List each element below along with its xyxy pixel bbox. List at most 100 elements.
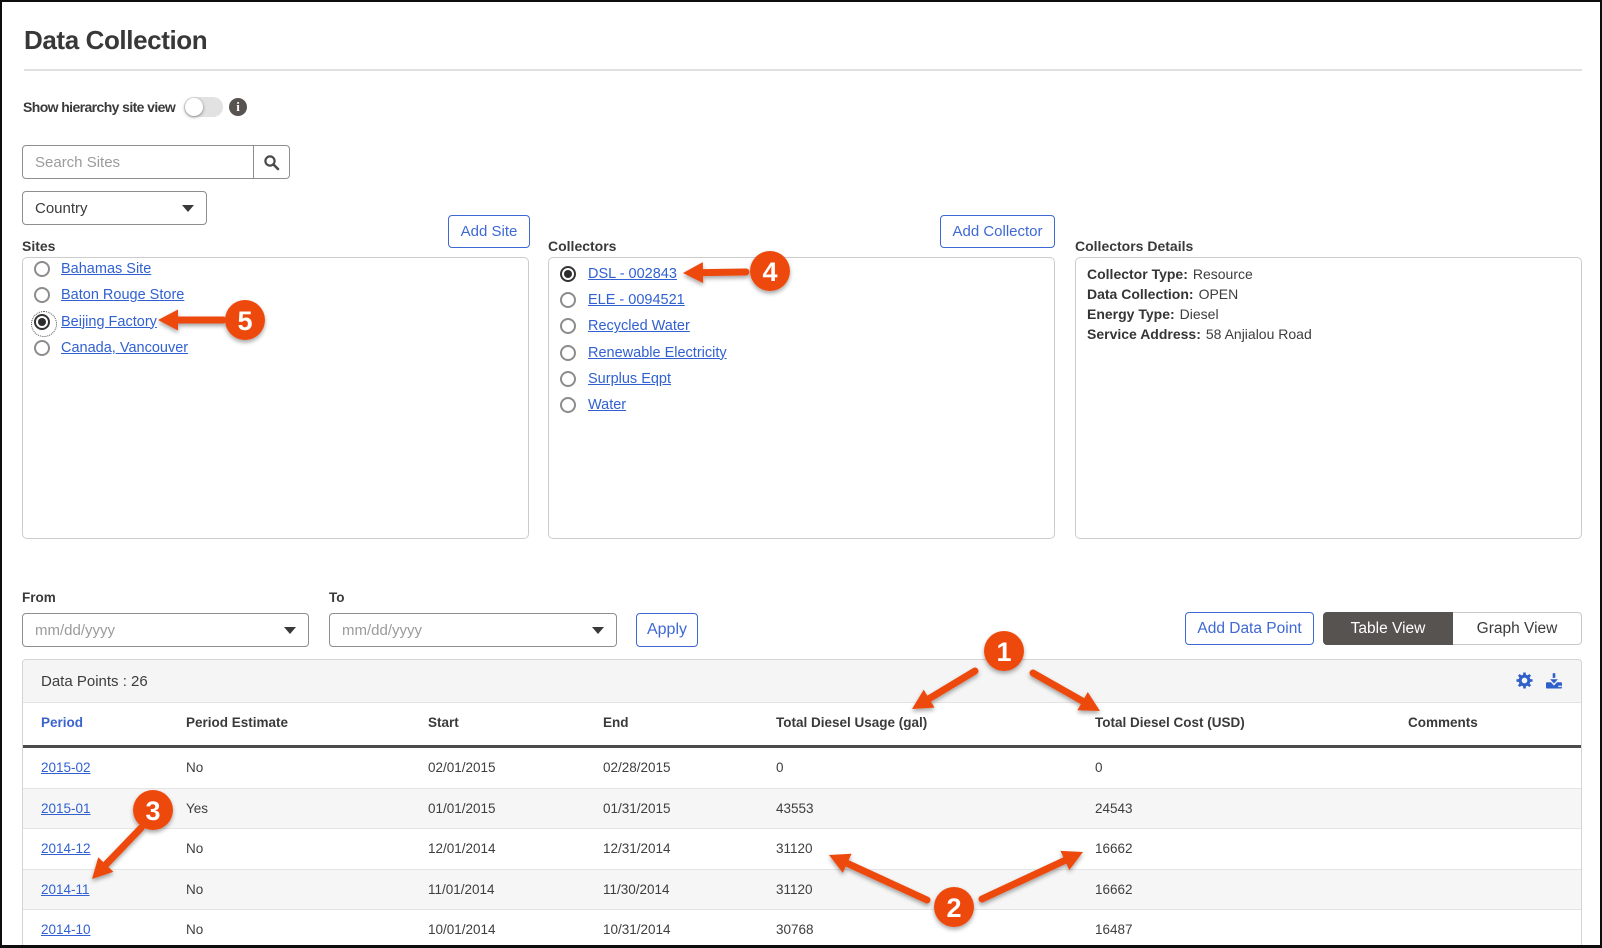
- info-icon[interactable]: i: [229, 98, 247, 116]
- data-points-count: Data Points : 26: [41, 673, 148, 690]
- cell-cost: 16662: [1095, 841, 1133, 857]
- list-item: Baton Rouge Store: [23, 282, 528, 308]
- chevron-down-icon: [284, 626, 296, 634]
- period-link[interactable]: 2014-10: [41, 922, 91, 938]
- from-label: From: [22, 590, 56, 605]
- table-row: 2014-10 No 10/01/2014 10/31/2014 30768 16487: [23, 910, 1581, 945]
- radio-button[interactable]: [34, 261, 50, 277]
- cell-start: 02/01/2015: [428, 760, 496, 775]
- download-icon[interactable]: [1545, 672, 1563, 689]
- cell-end: 11/30/2014: [603, 881, 670, 897]
- cell-usage: 30768: [776, 922, 814, 938]
- list-item: DSL - 002843: [549, 261, 1054, 287]
- list-item: Bahamas Site: [23, 256, 528, 282]
- item-link[interactable]: ELE - 0094521: [588, 292, 685, 309]
- period-link[interactable]: 2015-01: [41, 800, 91, 816]
- list-item: Water: [549, 392, 1054, 418]
- to-date-input[interactable]: mm/dd/yyyy: [329, 613, 617, 647]
- table-view-button[interactable]: Table View: [1323, 612, 1453, 645]
- add-site-button[interactable]: Add Site: [448, 215, 530, 248]
- chevron-down-icon: [182, 204, 194, 212]
- table-header-row: Period Period Estimate Start End Total D…: [23, 703, 1581, 748]
- detail-service-address: Service Address: 58 Anjialou Road: [1087, 326, 1312, 342]
- detail-field-value: Resource: [1192, 266, 1253, 282]
- hierarchy-toggle-label: Show hierarchy site view: [23, 99, 176, 115]
- cell-period: 2015-01: [41, 789, 91, 829]
- cell-usage: 31120: [776, 881, 813, 897]
- table-actions: [1516, 672, 1563, 689]
- cell-usage: 0: [776, 760, 784, 775]
- search-button[interactable]: [254, 145, 290, 179]
- period-link[interactable]: 2014-12: [41, 841, 91, 857]
- radio-button[interactable]: [560, 397, 576, 413]
- item-link[interactable]: DSL - 002843: [588, 266, 677, 282]
- cell-estimate: No: [186, 881, 204, 897]
- page-title: Data Collection: [24, 25, 208, 55]
- cell-usage: 31120: [776, 841, 813, 857]
- column-header-end: End: [603, 715, 629, 730]
- item-link[interactable]: Surplus Eqpt: [588, 370, 672, 387]
- item-link[interactable]: Bahamas Site: [61, 261, 152, 277]
- item-link[interactable]: Baton Rouge Store: [61, 287, 185, 304]
- item-link[interactable]: Water: [588, 397, 627, 413]
- detail-field-value: Diesel: [1179, 306, 1219, 322]
- item-link[interactable]: Renewable Electricity: [588, 344, 727, 361]
- cell-period: 2014-10: [41, 910, 91, 945]
- detail-field-name: Service Address:: [1087, 326, 1201, 342]
- detail-field-name: Data Collection:: [1087, 286, 1194, 302]
- chevron-down-icon: [592, 626, 604, 634]
- cell-estimate: No: [186, 922, 204, 938]
- cell-cost: 16662: [1095, 881, 1133, 897]
- cell-end: 02/28/2015: [603, 760, 671, 775]
- cell-period: 2014-11: [41, 870, 90, 910]
- from-date-input[interactable]: mm/dd/yyyy: [22, 613, 309, 647]
- search-sites-input[interactable]: [22, 145, 254, 179]
- cell-cost: 0: [1095, 760, 1103, 775]
- detail-field-value: 58 Anjialou Road: [1205, 326, 1312, 342]
- radio-button[interactable]: [560, 344, 576, 361]
- cell-start: 11/01/2014: [428, 881, 495, 897]
- add-data-point-button[interactable]: Add Data Point: [1185, 612, 1314, 645]
- item-link[interactable]: Canada, Vancouver: [61, 339, 189, 356]
- radio-button[interactable]: [560, 370, 576, 387]
- collectors-panel: DSL - 002843 ELE - 0094521 Recycled Water R…: [548, 257, 1055, 539]
- radio-button[interactable]: [34, 339, 50, 356]
- radio-button[interactable]: [560, 318, 576, 335]
- radio-button[interactable]: [34, 287, 50, 304]
- to-date-placeholder: mm/dd/yyyy: [342, 621, 423, 639]
- collectors-details-panel: Collector Type: Resource Data Collection:…: [1075, 257, 1582, 539]
- column-header-comments: Comments: [1408, 715, 1478, 730]
- list-item: Beijing Factory: [23, 309, 528, 337]
- cell-end: 12/31/2014: [603, 841, 671, 857]
- title-divider: [24, 69, 1582, 71]
- search-sites-group: [22, 145, 290, 179]
- radio-button[interactable]: [31, 310, 57, 337]
- cell-end: 01/31/2015: [603, 800, 671, 816]
- period-link[interactable]: 2015-02: [41, 760, 91, 775]
- table-row: 2015-02 No 02/01/2015 02/28/2015 0 0: [23, 748, 1581, 789]
- detail-field-name: Energy Type:: [1087, 306, 1175, 322]
- from-date-placeholder: mm/dd/yyyy: [35, 621, 116, 639]
- hierarchy-toggle[interactable]: [184, 97, 223, 117]
- data-points-bar: Data Points : 26: [23, 660, 1581, 703]
- apply-button[interactable]: Apply: [636, 613, 698, 647]
- radio-button[interactable]: [560, 266, 576, 282]
- cell-start: 10/01/2014: [428, 922, 496, 938]
- radio-button[interactable]: [560, 292, 576, 309]
- item-link[interactable]: Recycled Water: [588, 318, 690, 335]
- cell-usage: 43553: [776, 800, 814, 816]
- toggle-knob: [185, 98, 203, 116]
- cell-period: 2015-02: [41, 748, 91, 788]
- sites-panel: Bahamas Site Baton Rouge Store Beijing Fac…: [22, 257, 529, 539]
- to-label: To: [329, 590, 345, 605]
- graph-view-button[interactable]: Graph View: [1453, 612, 1582, 645]
- gear-icon[interactable]: [1516, 672, 1533, 689]
- column-header-period[interactable]: Period: [41, 715, 84, 730]
- add-collector-button[interactable]: Add Collector: [940, 215, 1055, 248]
- column-header-cost: Total Diesel Cost (USD): [1095, 715, 1245, 730]
- period-link[interactable]: 2014-11: [41, 881, 90, 897]
- country-dropdown[interactable]: Country: [22, 191, 207, 225]
- list-item: Surplus Eqpt: [549, 366, 1054, 392]
- country-dropdown-value: Country: [35, 199, 88, 217]
- item-link[interactable]: Beijing Factory: [61, 313, 157, 330]
